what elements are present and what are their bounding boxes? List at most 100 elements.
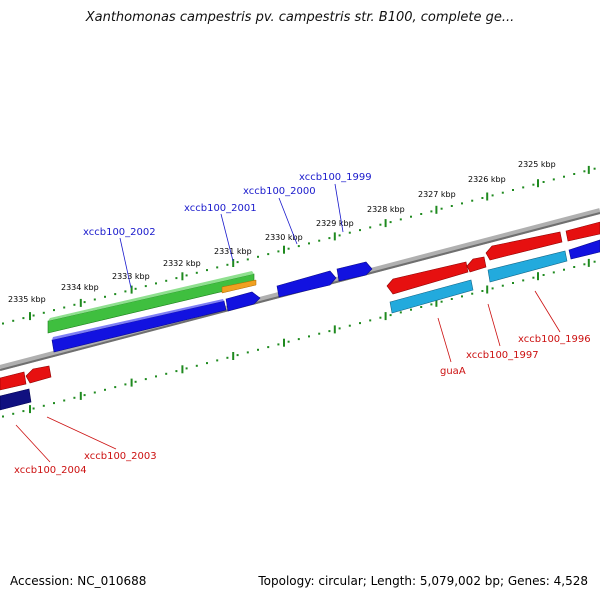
tick-dot <box>63 306 66 309</box>
tick-dot <box>226 263 229 266</box>
scale-label: 2328 kbp <box>367 205 405 214</box>
gene-green-long-top <box>48 271 254 321</box>
tick-dot <box>236 354 239 357</box>
accession-text: Accession: NC_010688 <box>10 574 147 588</box>
tick-dot <box>83 394 86 397</box>
gene-blue-reverse-right[interactable] <box>568 239 600 260</box>
tick-dot <box>195 364 198 367</box>
tick-dot <box>308 335 310 338</box>
gene-navy-left[interactable] <box>0 388 32 411</box>
gene-label[interactable]: xccb100_2000 <box>243 186 316 197</box>
tick-dot <box>104 388 106 391</box>
tick-dot <box>22 410 25 413</box>
connector <box>220 213 234 262</box>
tick-dot <box>563 268 565 271</box>
gene-label[interactable]: guaA <box>440 366 466 377</box>
tick-dot <box>512 282 514 284</box>
tick-dot <box>491 287 494 290</box>
tick-dot <box>512 189 514 191</box>
scale-label: 2334 kbp <box>61 283 99 292</box>
gene-cyan-1996[interactable] <box>487 250 568 283</box>
tick-dot <box>420 306 423 308</box>
tick-dot <box>257 255 259 258</box>
tick-dot <box>2 415 4 418</box>
tick-dot <box>297 245 300 248</box>
scale-label: 2327 kbp <box>418 190 456 199</box>
connector <box>334 183 344 233</box>
connector <box>46 416 117 450</box>
scale-label: 2333 kbp <box>112 272 150 281</box>
tick-dot <box>32 407 35 410</box>
gene-labels-forward: xccb100_1999 xccb100_2000 xccb100_2001 x… <box>83 172 372 238</box>
scale-label: 2326 kbp <box>468 175 506 184</box>
scale-label: 2331 kbp <box>214 247 252 256</box>
tick-dot <box>246 258 249 261</box>
tick-dot <box>573 266 576 268</box>
tick-dot <box>583 170 586 173</box>
tick-dot <box>338 234 341 237</box>
scale-label: 2330 kbp <box>265 233 303 242</box>
tick-dot <box>267 346 270 349</box>
tick-dot <box>277 250 280 253</box>
tick-dot <box>573 173 576 175</box>
gene-red-forward[interactable] <box>565 221 600 242</box>
tick-dot <box>73 303 76 306</box>
tick-dot <box>114 386 117 389</box>
tick-dot <box>155 375 157 378</box>
tick-dot <box>542 274 545 276</box>
gene-blue-2000[interactable] <box>276 270 337 298</box>
tick-dot <box>522 279 525 282</box>
gene-label[interactable]: xccb100_1996 <box>518 334 591 345</box>
tick-dot <box>501 284 504 287</box>
tick-dot <box>522 186 525 189</box>
gene-red-1997[interactable] <box>485 231 563 261</box>
tick-dot <box>430 303 433 306</box>
tick-dot <box>104 295 106 298</box>
tick-dot <box>134 287 137 290</box>
gene-red-guaA[interactable] <box>386 261 469 295</box>
tick-dot <box>246 351 249 354</box>
gene-label[interactable]: xccb100_2004 <box>14 465 87 476</box>
tick-dot <box>593 260 596 263</box>
tick-dot <box>53 402 55 405</box>
gene-label[interactable]: xccb100_1999 <box>299 172 372 183</box>
tick-dot <box>277 343 280 346</box>
tick-dot <box>93 298 96 301</box>
tick-dot <box>552 178 555 181</box>
tick-dot <box>379 316 382 319</box>
tick-dot <box>124 383 127 386</box>
tick-dot <box>73 396 76 399</box>
gene-label[interactable]: xccb100_2001 <box>184 203 257 214</box>
gene-red-left-1[interactable] <box>0 371 27 391</box>
tick-dot <box>185 274 188 277</box>
scale-label: 2332 kbp <box>163 259 201 268</box>
tick-dot <box>257 348 259 351</box>
gene-label[interactable]: xccb100_2003 <box>84 451 157 462</box>
gene-label[interactable]: xccb100_1997 <box>466 350 539 361</box>
gene-blue-short[interactable] <box>225 291 261 312</box>
genome-summary-text: Topology: circular; Length: 5,079,002 bp… <box>258 574 588 588</box>
tick-dot <box>318 239 321 242</box>
tick-dot <box>359 229 361 232</box>
tick-dot <box>552 271 555 274</box>
tick-dot <box>226 356 229 359</box>
gene-blue-1999[interactable] <box>336 261 373 282</box>
reverse-genes <box>0 231 600 411</box>
gene-cyan-guaA[interactable] <box>389 279 474 314</box>
tick-dot <box>144 285 147 288</box>
tick-dot <box>348 324 351 327</box>
label-connectors <box>15 183 561 463</box>
tick-dot <box>175 277 178 280</box>
tick-dot <box>165 372 168 375</box>
tick-dot <box>440 207 443 210</box>
tick-dot <box>450 205 453 207</box>
tick-dot <box>318 332 321 335</box>
connector <box>119 237 132 289</box>
gene-red-left-2[interactable] <box>25 365 52 384</box>
upper-tick-track <box>2 165 596 325</box>
tick-dot <box>593 167 596 170</box>
tick-dot <box>399 218 402 221</box>
gene-orange[interactable] <box>221 279 257 294</box>
gene-label[interactable]: xccb100_2002 <box>83 227 156 238</box>
gene-red-small[interactable] <box>466 256 487 273</box>
